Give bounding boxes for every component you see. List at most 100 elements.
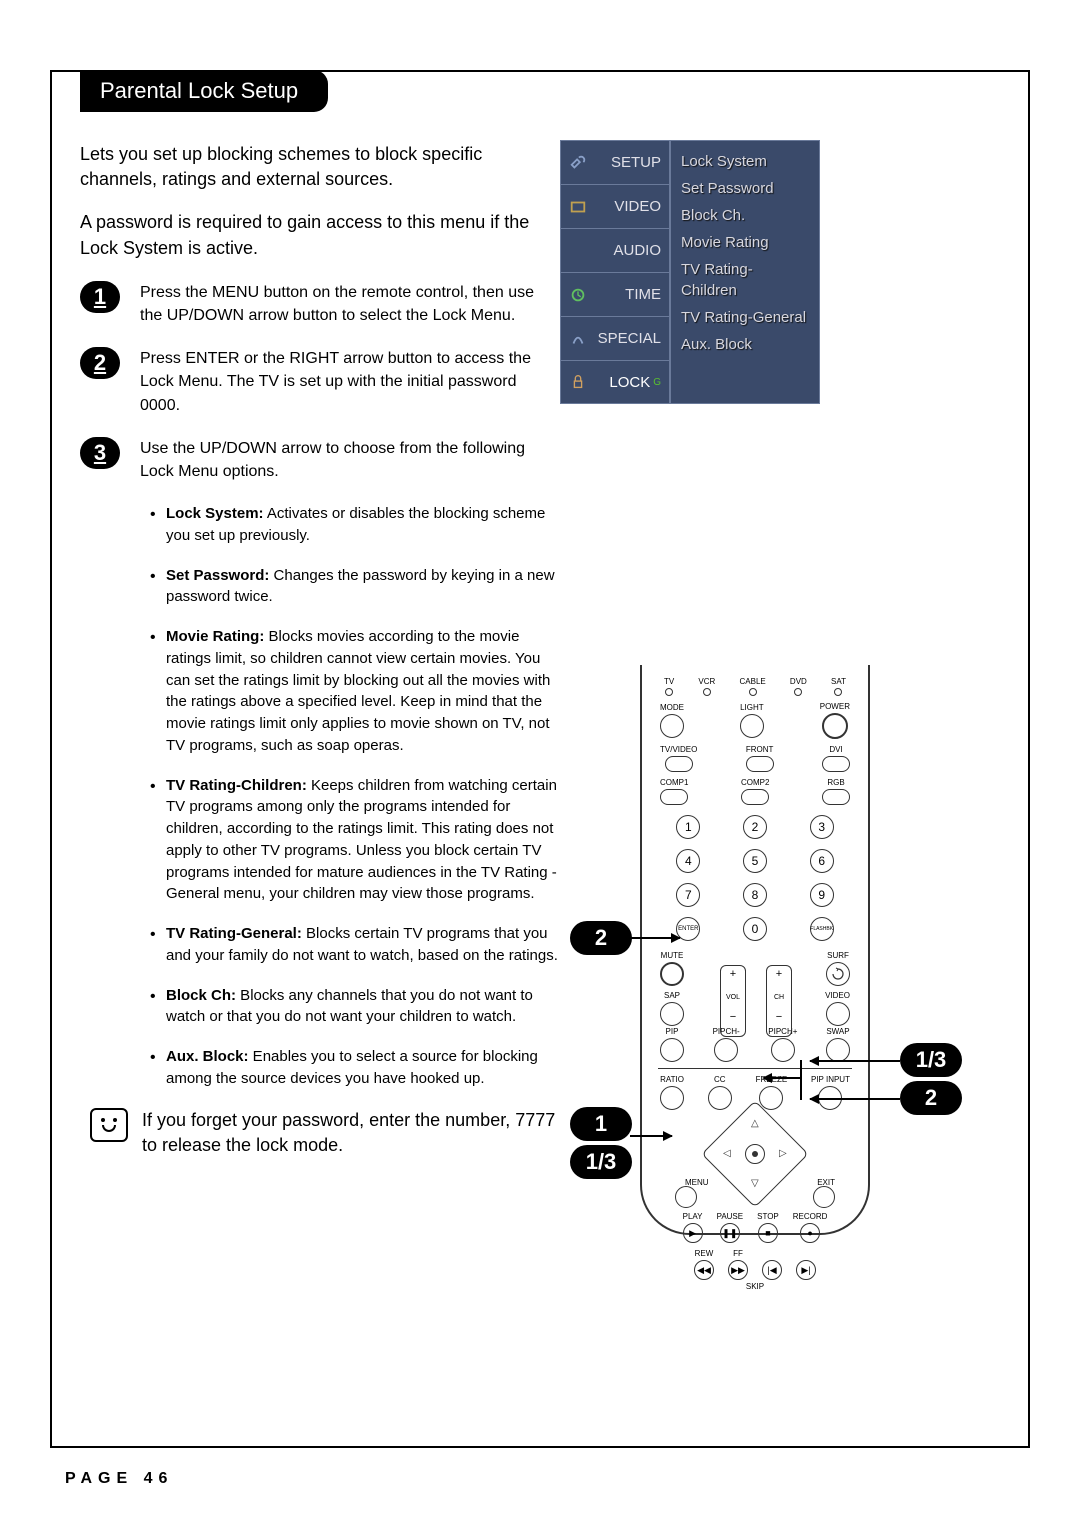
intro-text-1: Lets you set up blocking schemes to bloc…: [80, 142, 540, 192]
option-set-password: Set Password: Changes the password by ke…: [150, 565, 560, 609]
skip-back-button[interactable]: |◀: [762, 1260, 782, 1280]
step-number: 1: [80, 281, 120, 313]
rew-button[interactable]: ◀◀: [694, 1260, 714, 1280]
osd-item[interactable]: TV Rating-General: [681, 307, 809, 328]
dvd-indicator-icon: [794, 688, 802, 696]
option-block-ch: Block Ch: Blocks any channels that you d…: [150, 985, 560, 1029]
osd-item[interactable]: Block Ch.: [681, 205, 809, 226]
callout-2-right: 2: [900, 1081, 962, 1115]
intro-text-2: A password is required to gain access to…: [80, 210, 540, 260]
video-icon: [569, 198, 587, 216]
osd-tab-audio[interactable]: AUDIO: [560, 228, 670, 272]
section-title: Parental Lock Setup: [80, 70, 328, 112]
front-button[interactable]: [746, 756, 774, 772]
num-0-button[interactable]: 0: [743, 917, 767, 941]
dpad: △ ▽ ◁ ▷ MENU EXIT: [685, 1116, 825, 1206]
note-text: If you forget your password, enter the n…: [142, 1108, 560, 1158]
step-2: 2 Press ENTER or the RIGHT arrow button …: [80, 347, 560, 417]
osd-item[interactable]: TV Rating- Children: [681, 259, 809, 301]
num-8-button[interactable]: 8: [743, 883, 767, 907]
osd-tab-video[interactable]: VIDEO: [560, 184, 670, 228]
osd-tab-setup[interactable]: SETUP: [560, 140, 670, 184]
step-1: 1 Press the MENU button on the remote co…: [80, 281, 560, 327]
num-7-button[interactable]: 7: [676, 883, 700, 907]
wrench-icon: [569, 154, 587, 172]
step-3: 3 Use the UP/DOWN arrow to choose from t…: [80, 437, 560, 483]
video-button[interactable]: [826, 1002, 850, 1026]
swap-button[interactable]: [826, 1038, 850, 1062]
flashbk-button[interactable]: FLASHBK: [810, 917, 834, 941]
pipch-minus-button[interactable]: [714, 1038, 738, 1062]
option-aux-block: Aux. Block: Enables you to select a sour…: [150, 1046, 560, 1090]
osd-tab-lock[interactable]: LOCKG: [560, 360, 670, 404]
ff-button[interactable]: ▶▶: [728, 1260, 748, 1280]
osd-item[interactable]: Movie Rating: [681, 232, 809, 253]
option-lock-system: Lock System: Activates or disables the b…: [150, 503, 560, 547]
lock-icon: [569, 373, 587, 391]
mute-button[interactable]: [660, 962, 684, 986]
note-face-icon: [90, 1108, 128, 1142]
num-9-button[interactable]: 9: [810, 883, 834, 907]
pipch-plus-button[interactable]: [771, 1038, 795, 1062]
dpad-center-button[interactable]: [745, 1144, 765, 1164]
osd-item[interactable]: Set Password: [681, 178, 809, 199]
dvi-button[interactable]: [822, 756, 850, 772]
num-5-button[interactable]: 5: [743, 849, 767, 873]
light-button[interactable]: [740, 714, 764, 738]
cc-button[interactable]: [708, 1086, 732, 1110]
comp1-button[interactable]: [660, 789, 688, 805]
comp2-button[interactable]: [741, 789, 769, 805]
page-number: PAGE 46: [65, 1470, 173, 1488]
callout-1-3: 1/3: [570, 1145, 632, 1179]
skip-fwd-button[interactable]: ▶|: [796, 1260, 816, 1280]
callout-1-3-right: 1/3: [900, 1043, 962, 1077]
password-note: If you forget your password, enter the n…: [90, 1108, 560, 1158]
ratio-button[interactable]: [660, 1086, 684, 1110]
play-button[interactable]: ▶: [683, 1223, 703, 1243]
osd-item[interactable]: Lock System: [681, 151, 809, 172]
osd-tab-time[interactable]: TIME: [560, 272, 670, 316]
tvvideo-button[interactable]: [665, 756, 693, 772]
step-text: Press the MENU button on the remote cont…: [140, 281, 560, 327]
mode-button[interactable]: [660, 714, 684, 738]
remote-control: TV VCR CABLE DVD SAT MODE LIGHT POWER TV…: [640, 665, 870, 1235]
exit-button[interactable]: [813, 1186, 835, 1208]
cable-label: CABLE: [740, 677, 766, 686]
clock-icon: [569, 286, 587, 304]
dvd-label: DVD: [790, 677, 807, 686]
rgb-button[interactable]: [822, 789, 850, 805]
vol-rocker[interactable]: + VOL −: [720, 965, 746, 1037]
vcr-label: VCR: [698, 677, 715, 686]
tv-indicator-icon: [665, 688, 673, 696]
record-button[interactable]: ●: [800, 1223, 820, 1243]
num-6-button[interactable]: 6: [810, 849, 834, 873]
callout-2: 2: [570, 921, 632, 955]
cable-indicator-icon: [749, 688, 757, 696]
power-button[interactable]: [822, 713, 848, 739]
osd-tab-special[interactable]: SPECIAL: [560, 316, 670, 360]
freeze-button[interactable]: [759, 1086, 783, 1110]
option-tv-rating-children: TV Rating-Children: Keeps children from …: [150, 775, 560, 906]
num-3-button[interactable]: 3: [810, 815, 834, 839]
surf-button[interactable]: [826, 962, 850, 986]
num-2-button[interactable]: 2: [743, 815, 767, 839]
num-4-button[interactable]: 4: [676, 849, 700, 873]
step-text: Press ENTER or the RIGHT arrow button to…: [140, 347, 560, 417]
special-icon: [569, 330, 587, 348]
sap-button[interactable]: [660, 1002, 684, 1026]
pip-button[interactable]: [660, 1038, 684, 1062]
step-number: 2: [80, 347, 120, 379]
option-tv-rating-general: TV Rating-General: Blocks certain TV pro…: [150, 923, 560, 967]
sat-label: SAT: [831, 677, 846, 686]
sat-indicator-icon: [834, 688, 842, 696]
pause-button[interactable]: ❚❚: [720, 1223, 740, 1243]
ch-rocker[interactable]: + CH −: [766, 965, 792, 1037]
callout-1: 1: [570, 1107, 632, 1141]
menu-button[interactable]: [675, 1186, 697, 1208]
osd-item[interactable]: Aux. Block: [681, 334, 809, 355]
step-text: Use the UP/DOWN arrow to choose from the…: [140, 437, 560, 483]
skip-label: SKIP: [660, 1282, 850, 1291]
stop-button[interactable]: ■: [758, 1223, 778, 1243]
osd-menu: SETUP VIDEO AUDIO TIME SPECIAL LOCKG Loc…: [560, 140, 820, 404]
num-1-button[interactable]: 1: [676, 815, 700, 839]
